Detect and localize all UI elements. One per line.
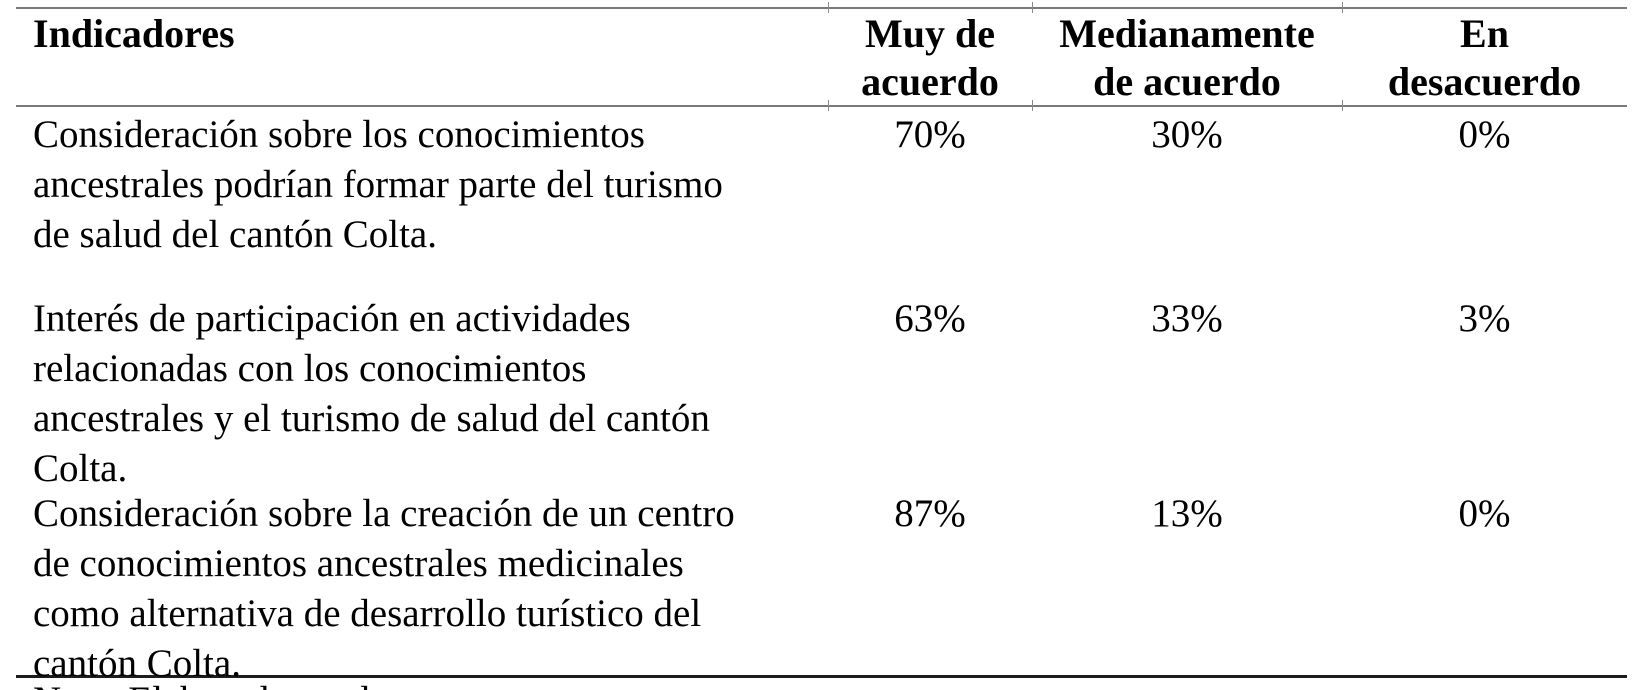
column-boundary-tick bbox=[1032, 2, 1033, 13]
column-boundary-tick bbox=[828, 100, 829, 111]
table-cell-value: 3% bbox=[1458, 297, 1511, 340]
table-footnote-clipped: Nota. Elaborado por los autores. bbox=[33, 676, 1533, 690]
table-cell-value: 33% bbox=[1151, 297, 1223, 340]
table-row-indicator: Interés de participación en actividades … bbox=[33, 297, 710, 490]
column-boundary-tick bbox=[828, 2, 829, 13]
table-cell-value: 0% bbox=[1458, 492, 1511, 535]
table-cell-value: 70% bbox=[894, 113, 966, 156]
table-cell-value: 13% bbox=[1151, 492, 1223, 535]
column-boundary-tick bbox=[1032, 100, 1033, 111]
column-header-en-desacuerdo: En desacuerdo bbox=[1387, 11, 1582, 104]
table-top-border bbox=[16, 7, 1627, 9]
column-header-indicadores: Indicadores bbox=[33, 11, 235, 56]
table-cell-value: 87% bbox=[894, 492, 966, 535]
table-cell-value: 63% bbox=[894, 297, 966, 340]
table-cell-value: 30% bbox=[1151, 113, 1223, 156]
column-header-muy-de-acuerdo: Muy de acuerdo bbox=[861, 11, 999, 104]
column-boundary-tick bbox=[1342, 100, 1343, 111]
table-row-indicator: Consideración sobre la creación de un ce… bbox=[33, 492, 735, 685]
column-boundary-tick bbox=[1342, 2, 1343, 13]
table-cell-value: 0% bbox=[1458, 113, 1511, 156]
column-header-medianamente-de-acuerdo: Medianamente de acuerdo bbox=[1059, 11, 1315, 104]
table-row-indicator: Consideración sobre los conocimientos an… bbox=[33, 113, 723, 256]
table-bottom-border bbox=[16, 675, 1627, 678]
table-header-separator bbox=[16, 105, 1627, 107]
